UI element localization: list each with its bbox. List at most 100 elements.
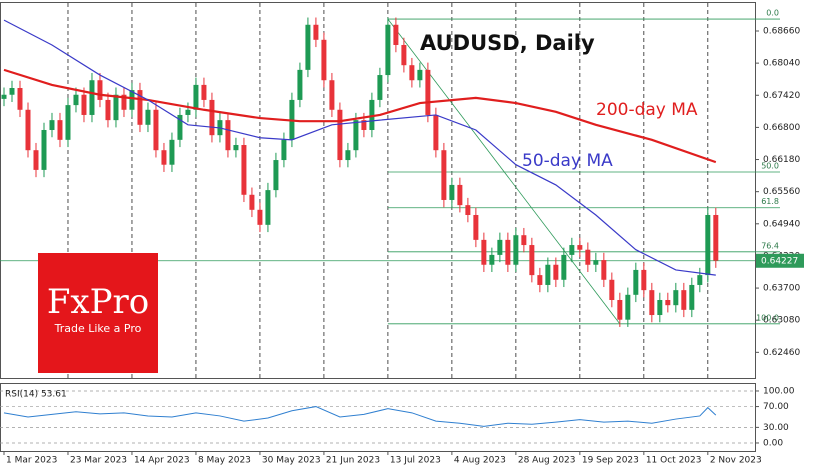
series-label: 200-day MA [596, 100, 698, 120]
candle-body [121, 94, 127, 110]
candle-body [145, 109, 151, 125]
candle-body [481, 239, 487, 265]
candle-body [89, 80, 95, 115]
y-tick-label: 0.67420 [763, 91, 800, 101]
candle-body [537, 275, 543, 285]
candle-body [33, 150, 39, 170]
x-tick-label: 2 Nov 2023 [710, 456, 762, 466]
y-tick-label: 0.00 [763, 438, 783, 448]
candle-body [553, 264, 559, 280]
x-tick-label: 11 Oct 2023 [646, 456, 702, 466]
candle-body [649, 290, 655, 316]
candle-body [689, 284, 695, 310]
series-line [3, 19, 716, 276]
candle-body [353, 120, 359, 151]
candle-body [41, 129, 47, 170]
candle-body [257, 209, 263, 225]
candle-body [337, 109, 343, 161]
candle-body [529, 245, 535, 276]
x-tick-label: 19 Sep 2023 [582, 456, 639, 466]
chart-title: AUDUSD, Daily [420, 31, 595, 55]
candle-body [473, 214, 479, 240]
candle-body [273, 160, 279, 191]
candle-body [401, 44, 407, 66]
candle-body [249, 194, 255, 210]
candle-body [697, 275, 703, 285]
candle-body [505, 239, 511, 265]
candle-body [129, 90, 135, 110]
candle-body [417, 69, 423, 81]
x-tick-label: 1 Mar 2023 [6, 456, 57, 466]
last-price-box [756, 253, 804, 268]
candle-body [393, 24, 399, 45]
candle-body [377, 75, 383, 100]
candle-body [425, 69, 431, 115]
candle-body [241, 145, 247, 195]
fib-label: 50.0 [761, 161, 779, 170]
y-tick-label: 0.68040 [763, 59, 800, 69]
candle-body [193, 84, 199, 110]
last-price-label: 0.64227 [761, 256, 798, 266]
candle-body [569, 245, 575, 255]
candle-body [593, 260, 599, 265]
candle-body [633, 269, 639, 295]
x-tick-label: 4 Aug 2023 [454, 456, 506, 466]
trendline [387, 18, 621, 325]
candle-body [137, 90, 143, 125]
candle-body [57, 120, 63, 140]
fib-label: 0.0 [766, 9, 779, 18]
x-tick-label: 28 Aug 2023 [518, 456, 576, 466]
candle-body [345, 150, 351, 161]
main-pane [0, 2, 756, 379]
candle-body [513, 235, 519, 265]
candle-body [385, 24, 391, 76]
candle-body [705, 214, 711, 276]
candle-body [97, 80, 103, 100]
candle-body [673, 290, 679, 306]
fib-label: 76.4 [761, 241, 779, 250]
y-tick-label: 0.63700 [763, 284, 800, 294]
candle-body [185, 109, 191, 115]
candle-body [617, 299, 623, 320]
y-tick-label: 0.65560 [763, 187, 800, 197]
fib-label: 100.0 [756, 313, 779, 322]
candle-body [265, 190, 271, 225]
candle-body [49, 120, 55, 130]
candle-body [313, 24, 319, 40]
y-tick-label: 0.63080 [763, 316, 800, 326]
candle-body [409, 65, 415, 81]
candle-body [545, 264, 551, 285]
y-tick-label: 0.66180 [763, 155, 800, 165]
candle-body [465, 205, 471, 215]
y-tick-label: 0.68660 [763, 26, 800, 36]
candle-body [297, 69, 303, 100]
candle-body [305, 24, 311, 70]
series-line [3, 406, 717, 427]
candle-body [433, 114, 439, 151]
y-tick-label: 70.00 [763, 402, 789, 412]
series-line [3, 68, 717, 164]
candle-body [577, 245, 583, 250]
x-tick-label: 30 May 2023 [262, 456, 321, 466]
candle-body [209, 99, 215, 136]
candle-body [9, 88, 15, 95]
candle-body [105, 99, 111, 121]
candle-body [113, 94, 119, 121]
candle-body [73, 94, 79, 106]
candle-body [609, 279, 615, 300]
fib-label: 61.8 [761, 197, 779, 206]
x-tick-label: 21 Jun 2023 [326, 456, 380, 466]
candle-body [177, 114, 183, 140]
x-tick-label: 14 Apr 2023 [134, 456, 190, 466]
y-tick-label: 0.66800 [763, 123, 800, 133]
x-tick-label: 8 May 2023 [198, 456, 251, 466]
candle-body [497, 239, 503, 255]
candle-body [329, 80, 335, 110]
candle-body [457, 184, 463, 206]
candle-body [665, 299, 671, 306]
candle-body [169, 139, 175, 165]
candle-body [641, 269, 647, 291]
candle-body [713, 214, 719, 261]
candle-body [153, 109, 159, 151]
